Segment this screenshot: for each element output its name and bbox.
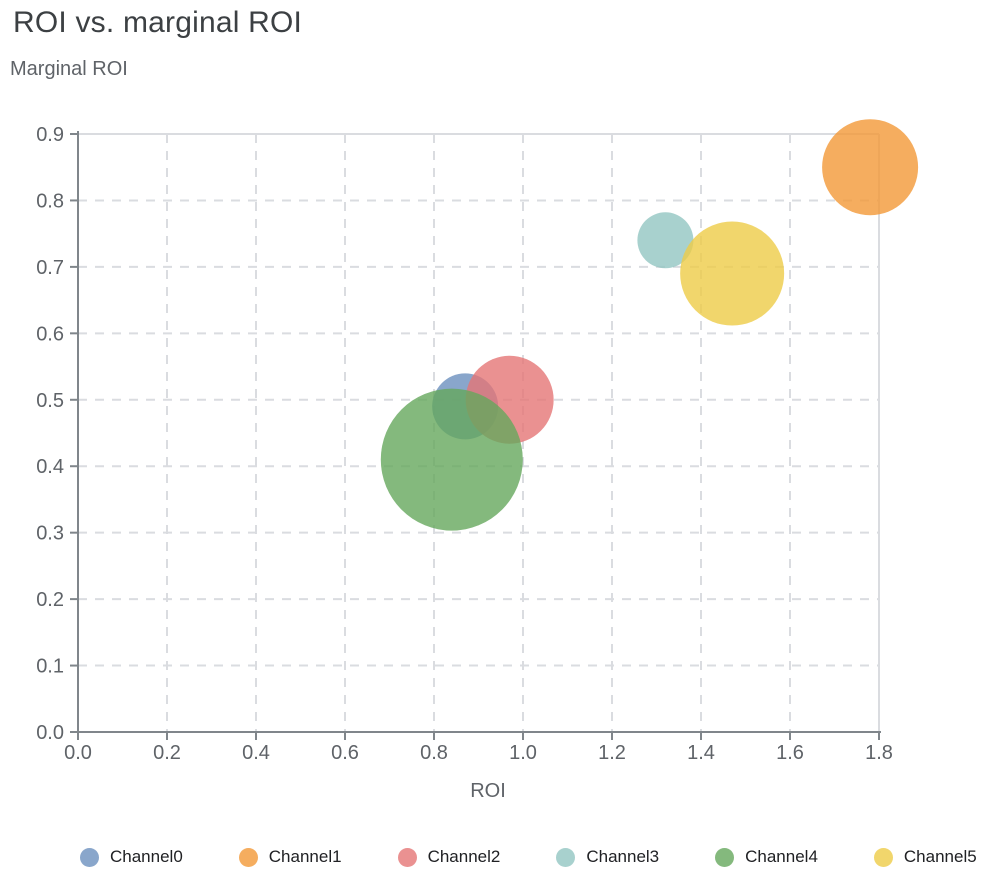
legend-swatch-icon bbox=[715, 847, 735, 867]
legend-swatch-icon bbox=[80, 847, 99, 867]
legend-label: Channel2 bbox=[427, 847, 501, 866]
legend-swatch-icon bbox=[873, 847, 893, 867]
x-axis-title: ROI bbox=[470, 780, 506, 802]
y-tick-label: 0.8 bbox=[36, 190, 64, 212]
x-tick-label: 0.8 bbox=[420, 742, 448, 764]
legend-item-channel4[interactable]: Channel4 bbox=[715, 847, 818, 867]
bubble-channel1[interactable] bbox=[822, 119, 919, 216]
legend: Channel0 Channel1 Channel2 Channel3 Channel4… bbox=[80, 843, 977, 871]
legend-item-channel1[interactable]: Channel1 bbox=[238, 847, 342, 867]
x-tick-label: 0.4 bbox=[242, 742, 270, 764]
legend-label: Channel0 bbox=[110, 847, 183, 866]
legend-swatch-icon bbox=[238, 847, 258, 867]
legend-swatch-icon bbox=[397, 847, 417, 867]
y-tick-label: 0.7 bbox=[36, 257, 64, 279]
x-tick-label: 1.4 bbox=[687, 742, 715, 764]
legend-item-channel3[interactable]: Channel3 bbox=[556, 847, 659, 867]
bubble-plot-canvas: 0.0 0.1 0.2 0.3 0.4 0.5 0.6 0.7 0.8 0.9 0.0 0.2 0.4 0… bbox=[36, 119, 919, 802]
y-tick-label: 0.4 bbox=[36, 456, 64, 478]
chart-title: ROI vs. marginal ROI bbox=[13, 6, 303, 39]
y-tick-label: 0.5 bbox=[36, 390, 64, 412]
y-tick-label: 0.6 bbox=[36, 323, 64, 345]
legend-item-channel0[interactable]: Channel0 bbox=[80, 847, 183, 867]
x-tick-label: 1.2 bbox=[598, 742, 626, 764]
y-tick-label: 0.0 bbox=[36, 722, 64, 744]
y-tick-label: 0.2 bbox=[36, 589, 64, 611]
x-tick-label: 0.2 bbox=[153, 742, 181, 764]
x-tick-label: 0.0 bbox=[64, 742, 92, 764]
legend-item-channel2[interactable]: Channel2 bbox=[397, 847, 501, 867]
bubble-channel4[interactable] bbox=[380, 388, 523, 531]
legend-label: Channel5 bbox=[903, 847, 977, 866]
x-tick-label: 1.8 bbox=[865, 742, 893, 764]
x-tick-label: 1.0 bbox=[509, 742, 537, 764]
y-axis-title: Marginal ROI bbox=[10, 58, 128, 80]
bubble-channel5[interactable] bbox=[680, 221, 785, 326]
bubble-channel3[interactable] bbox=[637, 212, 694, 269]
legend-swatch-icon bbox=[556, 847, 576, 867]
y-tick-label: 0.9 bbox=[36, 124, 64, 146]
y-tick-label: 0.1 bbox=[36, 656, 64, 678]
axes-layer: 0.0 0.1 0.2 0.3 0.4 0.5 0.6 0.7 0.8 0.9 0.0 0.2 0.4 0… bbox=[36, 124, 893, 764]
bubble-layer bbox=[380, 119, 919, 531]
x-tick-label: 0.6 bbox=[331, 742, 359, 764]
legend-label: Channel4 bbox=[745, 847, 818, 866]
x-tick-label: 1.6 bbox=[776, 742, 804, 764]
legend-label: Channel3 bbox=[586, 847, 660, 866]
y-tick-label: 0.3 bbox=[36, 523, 64, 545]
legend-item-channel5[interactable]: Channel5 bbox=[873, 847, 977, 867]
legend-label: Channel1 bbox=[268, 847, 342, 866]
